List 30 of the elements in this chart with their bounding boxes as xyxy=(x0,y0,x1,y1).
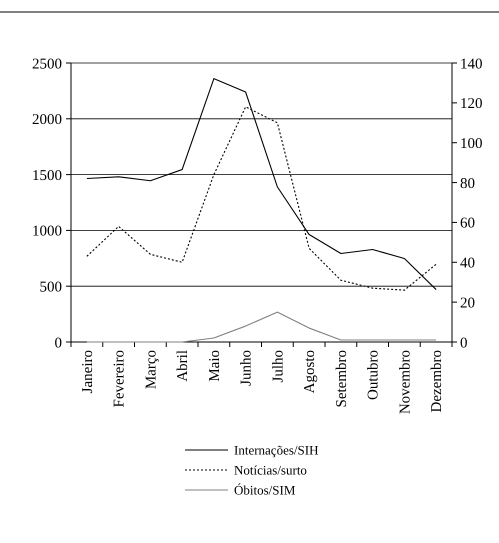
x-tick-label: Outubro xyxy=(366,350,382,400)
y-tick-label: 0 xyxy=(54,335,62,352)
y2-tick-label: 140 xyxy=(460,56,482,72)
y2-tick-label: 40 xyxy=(460,256,475,272)
y-tick-label: 2500 xyxy=(32,56,62,72)
x-tick-label: Novembro xyxy=(397,350,414,414)
x-tick-label: Agosto xyxy=(302,350,318,394)
x-tick-label: Dezembro xyxy=(429,350,446,412)
y-tick-label: 500 xyxy=(40,279,62,296)
y2-tick-label: 60 xyxy=(460,216,475,232)
x-tick-label: Setembro xyxy=(334,350,350,408)
x-tick-label: Fevereiro xyxy=(112,350,128,408)
y2-tick-label: 80 xyxy=(460,176,475,192)
legend-label: Notícias/surto xyxy=(234,462,307,478)
line-series xyxy=(86,312,437,343)
y-tick-label: 1000 xyxy=(32,224,62,240)
legend-label: Internações/SIH xyxy=(234,442,318,458)
x-tick-label: Abril xyxy=(175,350,192,382)
x-tick-label: Março xyxy=(143,350,160,390)
y2-tick-label: 100 xyxy=(460,136,482,152)
y2-tick-label: 0 xyxy=(460,335,468,352)
x-tick-label: Junho xyxy=(238,350,255,386)
y2-tick-label: 120 xyxy=(460,96,482,112)
y-tick-label: 1500 xyxy=(32,168,62,184)
x-tick-label: Janeiro xyxy=(80,350,96,394)
y2-tick-label: 20 xyxy=(460,295,475,312)
y-tick-label: 2000 xyxy=(32,112,62,128)
x-tick-label: Julho xyxy=(270,350,286,383)
x-tick-label: Maio xyxy=(206,350,223,382)
legend-label: Óbitos/SIM xyxy=(234,482,296,498)
